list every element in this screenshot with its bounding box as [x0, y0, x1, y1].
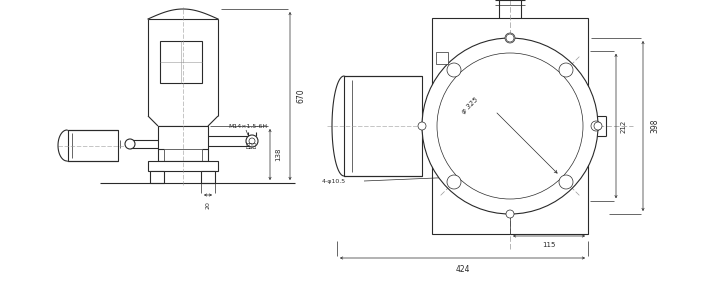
Circle shape — [125, 139, 135, 149]
Text: 出油口: 出油口 — [246, 143, 257, 149]
Circle shape — [591, 121, 601, 131]
Bar — [432, 18, 588, 234]
Circle shape — [505, 33, 515, 43]
Bar — [201, 171, 215, 183]
Circle shape — [246, 135, 258, 147]
Bar — [148, 161, 218, 171]
Circle shape — [506, 210, 514, 218]
Bar — [150, 171, 164, 183]
Text: 212: 212 — [621, 119, 627, 133]
Text: 424: 424 — [455, 265, 470, 274]
Bar — [344, 76, 422, 176]
Text: 4-φ10.5: 4-φ10.5 — [322, 178, 346, 183]
Text: φ 325: φ 325 — [461, 97, 480, 115]
Circle shape — [559, 175, 573, 189]
Circle shape — [559, 63, 573, 77]
Text: 138: 138 — [275, 148, 281, 161]
Text: 115: 115 — [542, 242, 556, 248]
Circle shape — [249, 138, 255, 144]
Text: M14×1.5-6H: M14×1.5-6H — [228, 124, 267, 129]
Text: 20: 20 — [206, 201, 211, 209]
Circle shape — [447, 175, 461, 189]
Circle shape — [418, 122, 426, 130]
Bar — [436, 52, 448, 64]
Text: 670: 670 — [297, 89, 306, 103]
Text: 398: 398 — [650, 119, 659, 133]
Bar — [160, 41, 202, 83]
Bar — [68, 130, 118, 161]
Circle shape — [506, 34, 514, 42]
Circle shape — [422, 38, 598, 214]
Circle shape — [447, 63, 461, 77]
Bar — [158, 126, 208, 161]
Circle shape — [594, 122, 602, 130]
